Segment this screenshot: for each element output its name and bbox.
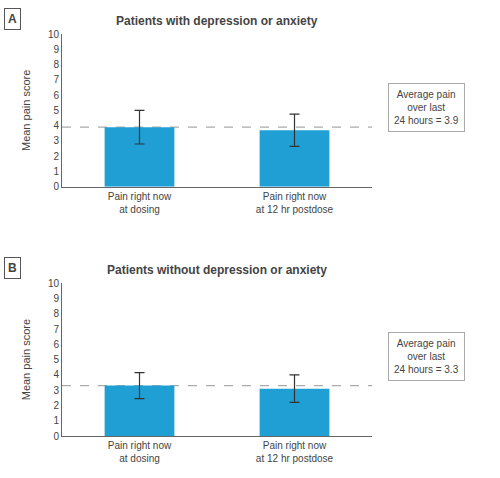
svg-text:9: 9 — [53, 44, 59, 55]
svg-text:5: 5 — [53, 105, 59, 116]
svg-text:Pain right nowat 12 hr postdos: Pain right nowat 12 hr postdose — [256, 440, 334, 464]
svg-text:9: 9 — [53, 293, 59, 304]
svg-text:10: 10 — [48, 29, 60, 40]
svg-text:0: 0 — [53, 431, 59, 442]
svg-text:2: 2 — [53, 151, 59, 162]
svg-text:1: 1 — [53, 166, 59, 177]
svg-text:0: 0 — [53, 181, 59, 192]
svg-text:5: 5 — [53, 354, 59, 365]
svg-text:10: 10 — [48, 278, 60, 289]
svg-text:7: 7 — [53, 324, 59, 335]
svg-text:6: 6 — [53, 339, 59, 350]
svg-text:Pain right nowat 12 hr postdos: Pain right nowat 12 hr postdose — [256, 191, 334, 215]
svg-text:4: 4 — [53, 369, 59, 380]
svg-text:1: 1 — [53, 415, 59, 426]
svg-text:3: 3 — [53, 135, 59, 146]
svg-text:Patients with depression or an: Patients with depression or anxiety — [116, 14, 318, 28]
svg-text:3: 3 — [53, 385, 59, 396]
svg-text:4: 4 — [53, 120, 59, 131]
svg-text:Mean pain score: Mean pain score — [20, 70, 32, 151]
svg-text:Pain right nowat dosing: Pain right nowat dosing — [108, 191, 172, 215]
svg-text:Mean pain score: Mean pain score — [20, 319, 32, 400]
svg-text:B: B — [8, 261, 17, 275]
svg-text:Pain right nowat dosing: Pain right nowat dosing — [108, 440, 172, 464]
svg-text:Average painover last24 hours: Average painover last24 hours = 3.3 — [394, 338, 459, 375]
svg-text:Patients without depression or: Patients without depression or anxiety — [107, 263, 327, 277]
svg-text:8: 8 — [53, 308, 59, 319]
svg-text:7: 7 — [53, 74, 59, 85]
svg-text:A: A — [8, 12, 17, 26]
svg-text:6: 6 — [53, 90, 59, 101]
svg-text:2: 2 — [53, 400, 59, 411]
svg-text:Average painover last24 hours: Average painover last24 hours = 3.9 — [394, 89, 459, 126]
svg-text:8: 8 — [53, 59, 59, 70]
